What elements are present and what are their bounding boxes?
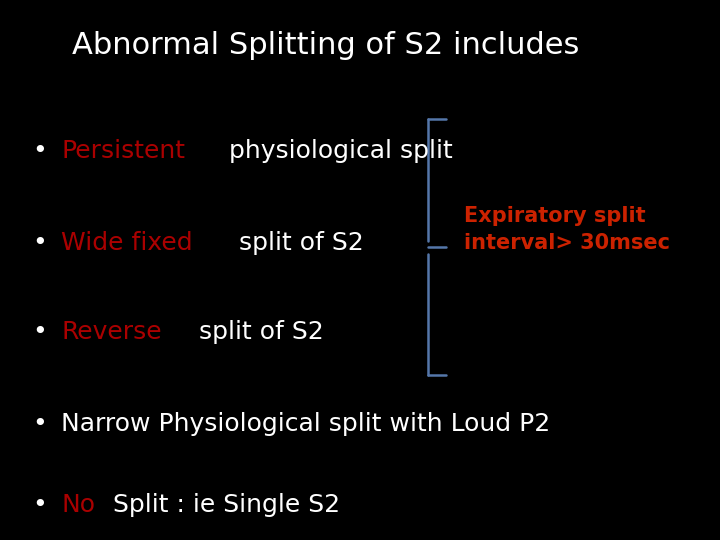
Text: •: • — [32, 320, 47, 344]
Text: Persistent: Persistent — [61, 139, 185, 163]
Text: •: • — [32, 412, 47, 436]
Text: Reverse: Reverse — [61, 320, 162, 344]
Text: •: • — [32, 231, 47, 255]
Text: Wide fixed: Wide fixed — [61, 231, 193, 255]
Text: Abnormal Splitting of S2 includes: Abnormal Splitting of S2 includes — [72, 31, 580, 60]
Text: Expiratory split
interval> 30msec: Expiratory split interval> 30msec — [464, 206, 670, 253]
Text: •: • — [32, 493, 47, 517]
Text: split of S2: split of S2 — [231, 231, 364, 255]
Text: No: No — [61, 493, 95, 517]
Text: Narrow Physiological split with Loud P2: Narrow Physiological split with Loud P2 — [61, 412, 551, 436]
Text: •: • — [32, 139, 47, 163]
Text: Split : ie Single S2: Split : ie Single S2 — [105, 493, 340, 517]
Text: split of S2: split of S2 — [191, 320, 324, 344]
Text: physiological split: physiological split — [221, 139, 453, 163]
